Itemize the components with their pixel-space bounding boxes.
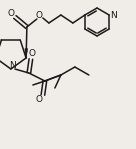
Text: N: N xyxy=(110,11,117,21)
Text: O: O xyxy=(7,10,14,18)
Polygon shape xyxy=(25,49,28,58)
Text: O: O xyxy=(35,10,42,20)
Text: O: O xyxy=(35,96,42,104)
Text: O: O xyxy=(28,49,35,59)
Text: N: N xyxy=(10,62,16,70)
